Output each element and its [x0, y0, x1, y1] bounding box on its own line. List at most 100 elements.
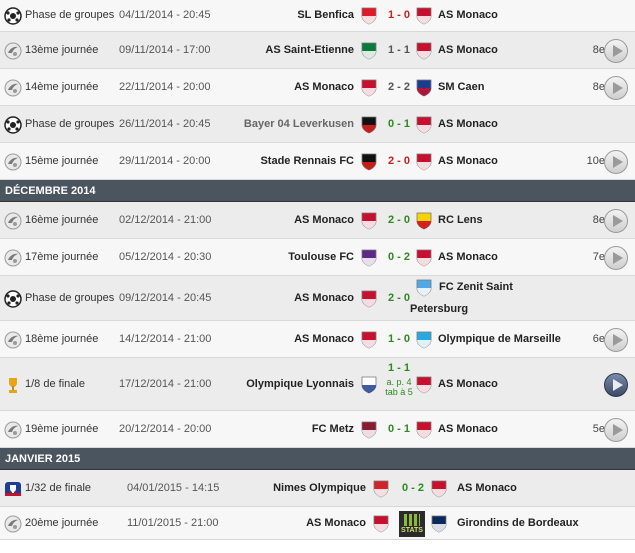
- play-video-button[interactable]: [604, 38, 628, 63]
- saint-etienne-logo: [361, 42, 377, 60]
- lyon-logo: [361, 376, 377, 394]
- match-row[interactable]: 16ème journée 02/12/2014 - 21:00 AS Monaco…: [0, 202, 635, 239]
- home-team[interactable]: AS Monaco: [294, 213, 354, 226]
- match-date: 20/12/2014 - 20:00: [119, 422, 212, 435]
- league-rank: 7e: [592, 250, 605, 263]
- champions-league-icon: [4, 7, 22, 25]
- away-team[interactable]: Olympique de Marseille: [438, 332, 561, 345]
- benfica-logo: [361, 7, 377, 25]
- away-team[interactable]: AS Monaco: [438, 422, 498, 435]
- monaco-logo: [416, 421, 432, 439]
- competition-label: 1/8 de finale: [25, 377, 85, 390]
- home-team[interactable]: Bayer 04 Leverkusen: [243, 117, 354, 130]
- away-team[interactable]: Girondins de Bordeaux: [457, 516, 579, 529]
- home-team[interactable]: Toulouse FC: [288, 250, 354, 263]
- match-score: 1 - 0: [387, 332, 410, 345]
- league-rank: 8e: [592, 43, 605, 56]
- play-video-button[interactable]: [604, 327, 628, 352]
- match-score: 1 - 1: [387, 362, 410, 374]
- play-video-button[interactable]: [604, 149, 628, 174]
- monaco-logo: [416, 116, 432, 134]
- league-rank: 10e: [586, 154, 605, 167]
- match-date: 14/12/2014 - 21:00: [119, 332, 212, 345]
- home-team[interactable]: Nimes Olympique: [273, 481, 366, 494]
- monaco-logo: [416, 376, 432, 394]
- match-row[interactable]: Phase de groupes 04/11/2014 - 20:45 SL Ben…: [0, 0, 635, 32]
- away-team[interactable]: AS Monaco: [438, 154, 498, 167]
- match-date: 22/11/2014 - 20:00: [119, 80, 211, 93]
- home-team[interactable]: FC Metz: [311, 422, 354, 435]
- marseille-logo: [416, 331, 432, 349]
- champions-league-icon: [4, 289, 22, 308]
- league-rank: 8e: [592, 213, 605, 226]
- coupe-de-france-icon: [4, 480, 22, 498]
- home-team[interactable]: AS Saint-Etienne: [265, 43, 354, 56]
- fixtures-table: Phase de groupes 04/11/2014 - 20:45 SL Ben…: [0, 0, 635, 540]
- ligue1-icon: [4, 515, 22, 533]
- leverkusen-logo: [361, 116, 377, 134]
- ligue1-icon: [4, 249, 22, 267]
- match-row[interactable]: 13ème journée 09/11/2014 - 17:00 AS Saint-…: [0, 32, 635, 69]
- match-score: 1 - 0: [387, 9, 410, 21]
- match-row[interactable]: Phase de groupes 26/11/2014 - 20:45 Bayer …: [0, 106, 635, 143]
- away-team[interactable]: AS Monaco: [438, 250, 498, 263]
- ligue1-icon: [4, 79, 22, 97]
- monaco-logo: [361, 212, 377, 230]
- home-team[interactable]: Stade Rennais FC: [260, 154, 354, 167]
- home-team[interactable]: AS Monaco: [306, 516, 366, 529]
- away-team-line2: Petersburg: [410, 303, 469, 315]
- coupe-ligue-icon: [4, 376, 22, 394]
- zenit-logo: [416, 279, 432, 297]
- month-header: JANVIER 2015: [0, 448, 635, 470]
- league-rank: 6e: [592, 332, 605, 345]
- match-row[interactable]: 1/32 de finale 04/01/2015 - 14:15 Nimes Ol…: [0, 470, 635, 507]
- ligue1-icon: [4, 212, 22, 230]
- match-row[interactable]: 1/8 de finale 17/12/2014 - 21:00 Olympique…: [0, 358, 635, 411]
- away-team[interactable]: AS Monaco: [457, 481, 517, 494]
- competition-label: Phase de groupes: [25, 9, 115, 21]
- match-date: 09/11/2014 - 17:00: [119, 43, 211, 56]
- away-team[interactable]: AS Monaco: [438, 9, 498, 21]
- champions-league-icon: [4, 115, 22, 134]
- match-row[interactable]: 17ème journée 05/12/2014 - 20:30 Toulouse …: [0, 239, 635, 276]
- match-row[interactable]: 14ème journée 22/11/2014 - 20:00 AS Monaco…: [0, 69, 635, 106]
- play-video-button[interactable]: [604, 75, 628, 100]
- away-team[interactable]: AS Monaco: [438, 377, 498, 390]
- home-team[interactable]: AS Monaco: [294, 80, 354, 93]
- play-video-button[interactable]: [604, 208, 628, 233]
- away-team[interactable]: AS Monaco: [438, 117, 498, 130]
- league-rank: 8e: [592, 80, 605, 93]
- match-row[interactable]: 20ème journée 11/01/2015 - 21:00 AS Monaco…: [0, 507, 635, 540]
- away-team[interactable]: FC Zenit Saint: [439, 281, 513, 293]
- competition-label: Phase de groupes: [25, 117, 115, 130]
- competition-label: Phase de groupes: [25, 291, 115, 304]
- match-date: 04/01/2015 - 14:15: [127, 481, 220, 494]
- home-team[interactable]: Olympique Lyonnais: [246, 377, 354, 390]
- home-team[interactable]: AS Monaco: [294, 291, 354, 304]
- match-date: 11/01/2015 - 21:00: [127, 516, 219, 529]
- lens-logo: [416, 212, 432, 230]
- match-row[interactable]: 15ème journée 29/11/2014 - 20:00 Stade Ren…: [0, 143, 635, 180]
- match-date: 29/11/2014 - 20:00: [119, 154, 211, 167]
- stats-button[interactable]: STATS: [399, 510, 425, 537]
- match-row[interactable]: Phase de groupes 09/12/2014 - 20:45 AS Mon…: [0, 276, 635, 321]
- play-video-button[interactable]: [604, 372, 628, 397]
- play-video-button[interactable]: [604, 417, 628, 442]
- away-team[interactable]: SM Caen: [438, 80, 485, 93]
- match-row[interactable]: 18ème journée 14/12/2014 - 21:00 AS Monaco…: [0, 321, 635, 358]
- monaco-logo: [416, 249, 432, 267]
- match-score: 2 - 0: [387, 291, 410, 304]
- away-team[interactable]: AS Monaco: [438, 43, 498, 56]
- monaco-logo: [361, 79, 377, 97]
- match-score: 0 - 2: [387, 250, 410, 263]
- match-row[interactable]: 19ème journée 20/12/2014 - 20:00 FC Metz 0 …: [0, 411, 635, 448]
- match-date: 17/12/2014 - 21:00: [119, 377, 212, 390]
- home-team[interactable]: AS Monaco: [294, 332, 354, 345]
- away-team[interactable]: RC Lens: [438, 213, 483, 226]
- ligue1-icon: [4, 153, 22, 171]
- caen-logo: [416, 79, 432, 97]
- month-header: DÉCEMBRE 2014: [0, 180, 635, 202]
- play-video-button[interactable]: [604, 245, 628, 270]
- match-score: 0 - 1: [387, 422, 410, 435]
- home-team[interactable]: SL Benfica: [297, 9, 354, 21]
